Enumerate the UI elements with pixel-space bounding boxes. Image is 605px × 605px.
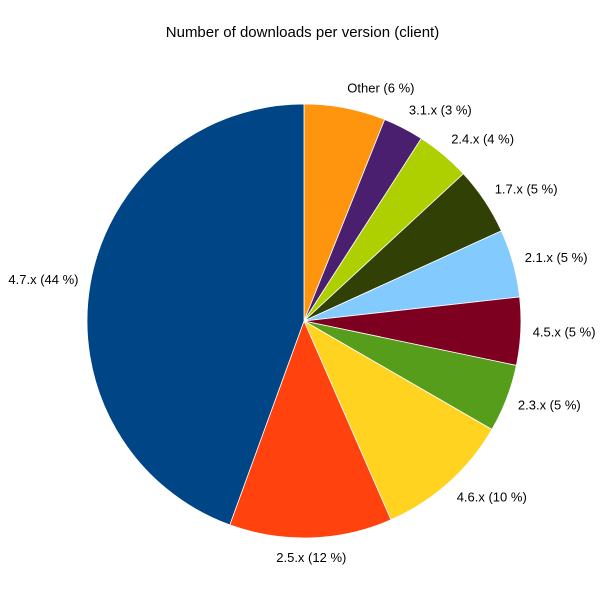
pie-slice-2.5.x — [229, 319, 392, 539]
slice-label-4.5.x: 4.5.x (5 %) — [533, 324, 596, 339]
pie-slice-4.7.x — [86, 103, 305, 526]
slice-label-Other: Other (6 %) — [347, 80, 414, 95]
slice-label-4.7.x: 4.7.x (44 %) — [8, 272, 78, 287]
slice-label-2.3.x: 2.3.x (5 %) — [518, 398, 581, 413]
slice-label-3.1.x: 3.1.x (3 %) — [409, 102, 472, 117]
slice-label-2.4.x: 2.4.x (4 %) — [451, 131, 514, 146]
slice-label-2.5.x: 2.5.x (12 %) — [276, 550, 346, 565]
slice-label-2.1.x: 2.1.x (5 %) — [525, 250, 588, 265]
pie-slice-4.6.x — [303, 320, 493, 521]
chart-title: Number of downloads per version (client) — [165, 24, 440, 41]
slice-label-1.7.x: 1.7.x (5 %) — [495, 182, 558, 197]
slice-label-4.6.x: 4.6.x (10 %) — [457, 490, 527, 505]
